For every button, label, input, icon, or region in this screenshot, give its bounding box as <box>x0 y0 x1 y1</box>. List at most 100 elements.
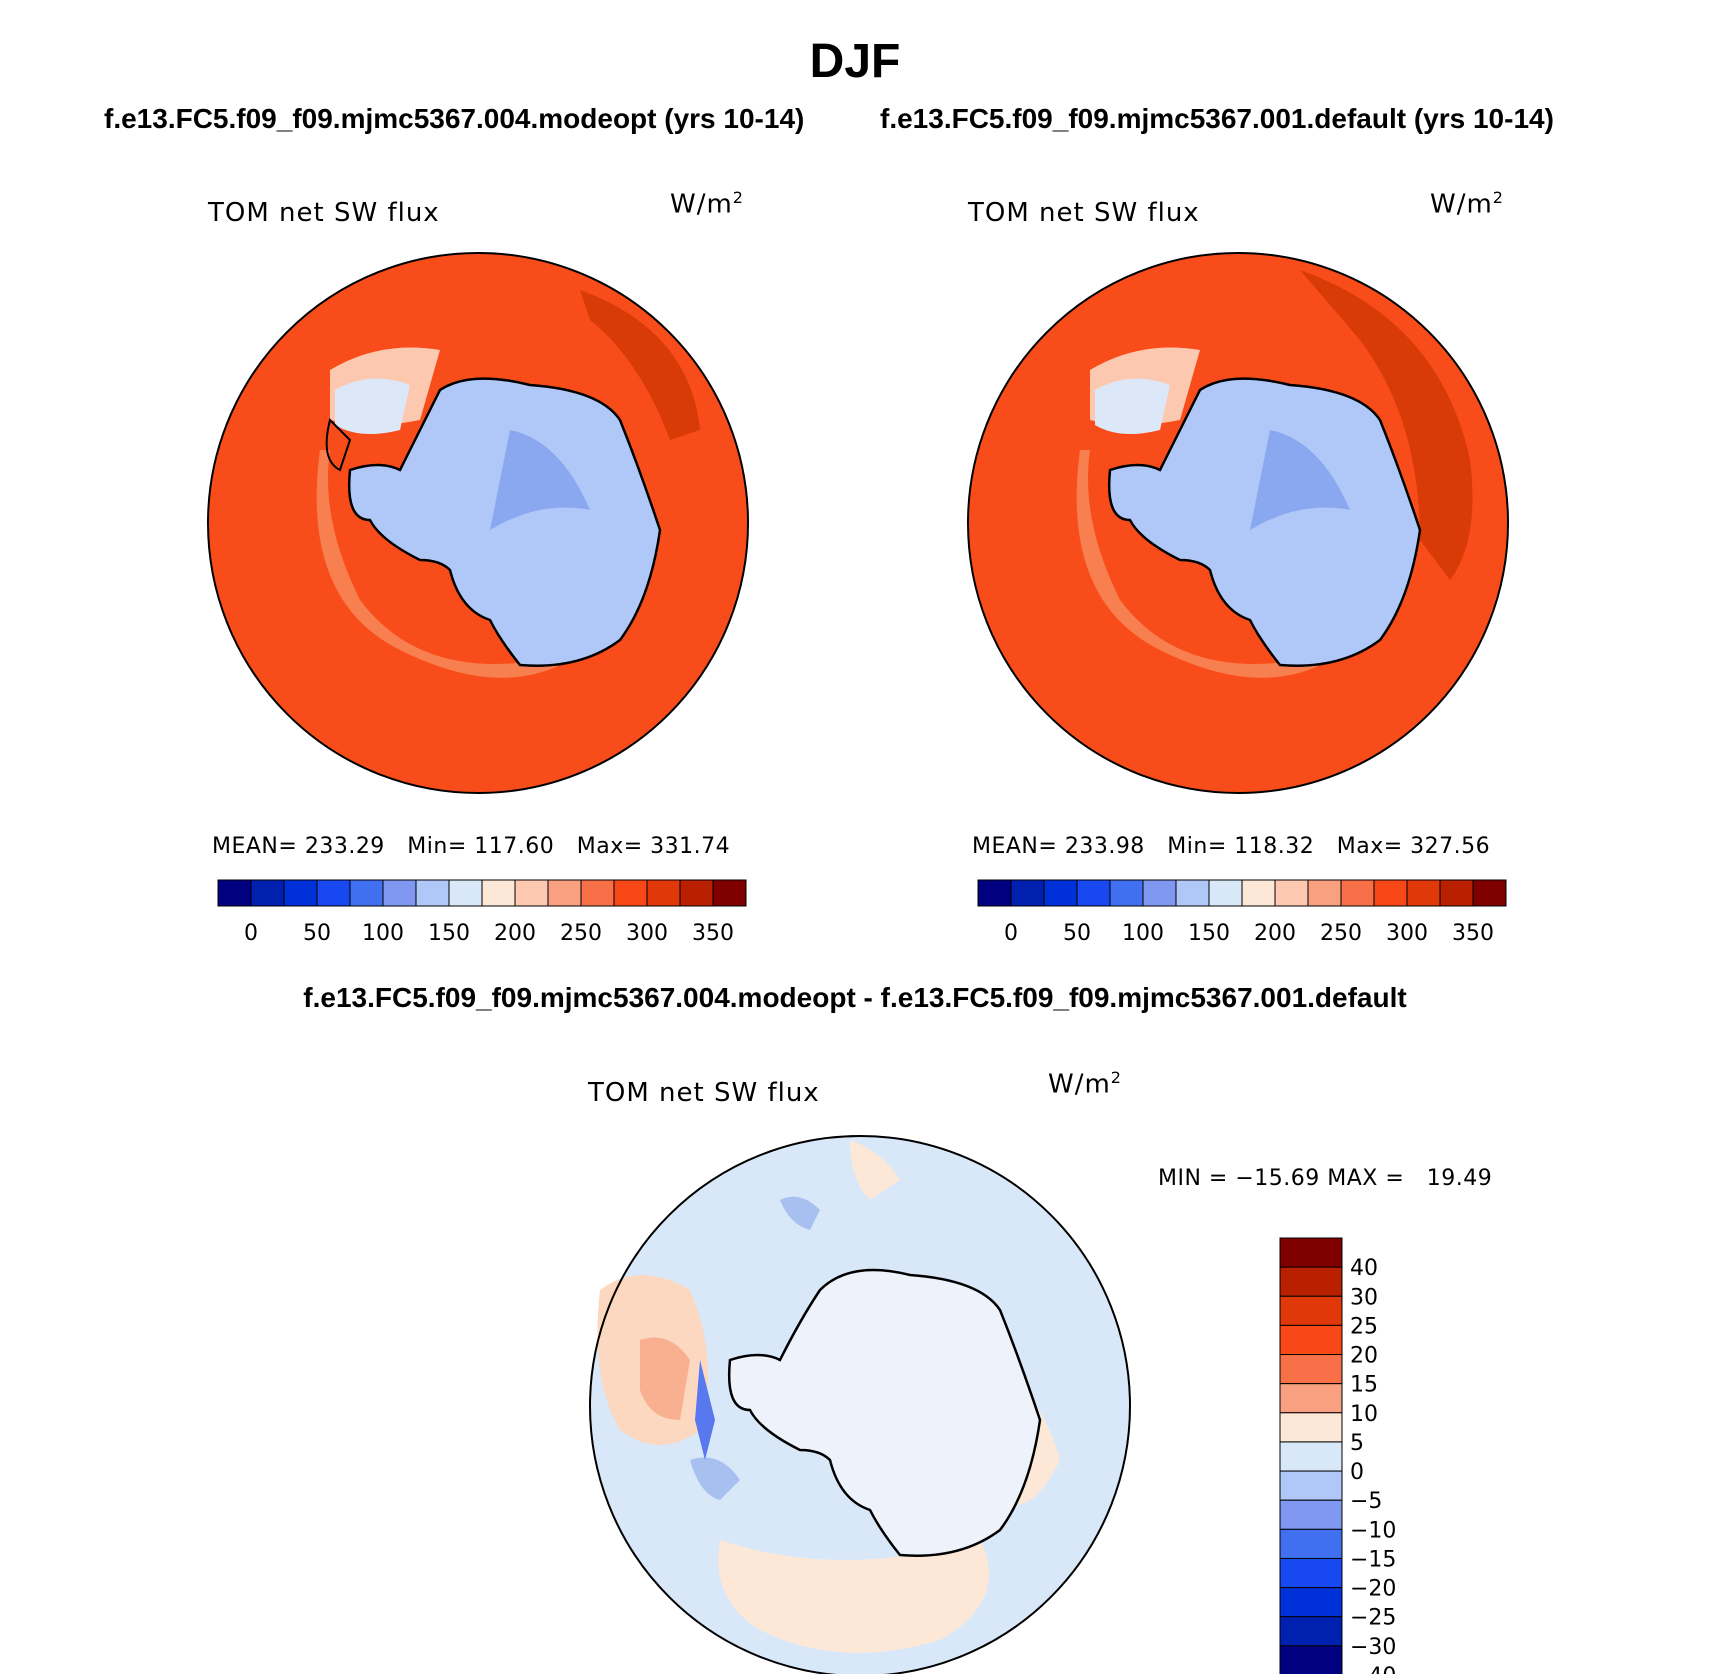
colorbar-left: 0 50 100 150 200 250 300 350 <box>217 879 747 946</box>
colorbar-tick-label: 25 <box>1350 1314 1378 1339</box>
colorbar-swatch <box>448 879 483 907</box>
colorbar-swatch <box>1439 879 1474 907</box>
colorbar-tick-label: 250 <box>560 921 602 946</box>
colorbar-swatch <box>1279 1470 1343 1501</box>
colorbar-tick-label: −10 <box>1350 1518 1396 1543</box>
colorbar-swatch <box>977 879 1012 907</box>
colorbar-swatch <box>547 879 582 907</box>
diff-case-title: f.e13.FC5.f09_f09.mjmc5367.004.modeopt -… <box>303 982 1407 1013</box>
plot-title-left: TOM net SW flux <box>208 198 440 228</box>
colorbar-tick-label: 350 <box>692 921 734 946</box>
case-title-left: f.e13.FC5.f09_f09.mjmc5367.004.modeopt (… <box>104 103 805 134</box>
colorbar-tick-label: 200 <box>1254 921 1296 946</box>
colorbar-swatch <box>1307 879 1342 907</box>
colorbar-swatch <box>646 879 681 907</box>
colorbar-swatch <box>382 879 417 907</box>
map-left <box>207 252 749 794</box>
colorbar-tick-label: −25 <box>1350 1606 1396 1631</box>
colorbar-swatch <box>1241 879 1276 907</box>
colorbar-tick-label: 100 <box>362 921 404 946</box>
colorbar-swatch <box>1175 879 1210 907</box>
colorbar-tick-label: 200 <box>494 921 536 946</box>
colorbar-swatch <box>481 879 516 907</box>
map-right <box>967 252 1509 794</box>
colorbar-swatch <box>1208 879 1243 907</box>
colorbar-swatch <box>1279 1295 1343 1326</box>
units-right: W/m2 <box>1430 188 1504 220</box>
antarctica-right <box>1108 377 1422 667</box>
colorbar-tick-label: 300 <box>626 921 668 946</box>
colorbar-tick-label: 300 <box>1386 921 1428 946</box>
colorbar-swatch <box>1274 879 1309 907</box>
colorbar-tick-label: −20 <box>1350 1577 1396 1602</box>
colorbar-swatch <box>514 879 549 907</box>
colorbar-tick-label: 30 <box>1350 1285 1378 1310</box>
plot-title-right: TOM net SW flux <box>968 198 1200 228</box>
colorbar-swatch <box>349 879 384 907</box>
colorbar-tick-label: 0 <box>1004 921 1018 946</box>
colorbar-swatch <box>1279 1354 1343 1385</box>
colorbar-swatch <box>1279 1616 1343 1647</box>
antarctica-left <box>348 377 662 667</box>
colorbar-tick-label: 10 <box>1350 1402 1378 1427</box>
colorbar-tick-label: −5 <box>1350 1489 1382 1514</box>
stats-right: MEAN= 233.98 Min= 118.32 Max= 327.56 <box>972 834 1491 859</box>
main-title: DJF <box>809 35 901 88</box>
colorbar-tick-label: −30 <box>1350 1635 1396 1660</box>
colorbar-swatch <box>1279 1237 1343 1268</box>
colorbar-tick-label: 0 <box>1350 1460 1364 1485</box>
diff-minmax: MIN = −15.69 MAX = 19.49 <box>1158 1166 1493 1191</box>
colorbar-right: 0 50 100 150 200 250 300 350 <box>977 879 1507 946</box>
colorbar-swatch <box>679 879 714 907</box>
plot-title-diff: TOM net SW flux <box>588 1078 820 1108</box>
colorbar-swatch <box>1472 879 1507 907</box>
colorbar-swatch <box>1406 879 1441 907</box>
colorbar-swatch <box>1279 1528 1343 1559</box>
colorbar-swatch <box>1279 1324 1343 1356</box>
colorbar-swatch <box>316 879 351 907</box>
colorbar-swatch <box>1076 879 1111 907</box>
colorbar-tick-label: 40 <box>1350 1256 1378 1281</box>
colorbar-swatch <box>1279 1266 1343 1297</box>
colorbar-tick-label: 150 <box>428 921 470 946</box>
map-diff <box>589 1135 1131 1674</box>
colorbar-swatch <box>1279 1587 1343 1618</box>
colorbar-tick-label: 5 <box>1350 1431 1364 1456</box>
colorbar-tick-label: 50 <box>303 921 331 946</box>
colorbar-tick-label: 250 <box>1320 921 1362 946</box>
colorbar-swatch <box>283 879 318 907</box>
colorbar-swatch <box>1109 879 1144 907</box>
colorbar-swatch <box>580 879 615 907</box>
units-diff: W/m2 <box>1048 1068 1122 1100</box>
case-title-right: f.e13.FC5.f09_f09.mjmc5367.001.default (… <box>880 103 1554 134</box>
colorbar-swatch <box>712 879 747 907</box>
colorbar-swatch <box>1142 879 1177 907</box>
colorbar-swatch <box>1279 1383 1343 1414</box>
colorbar-swatch <box>613 879 648 907</box>
colorbar-swatch <box>1279 1499 1343 1530</box>
colorbar-swatch <box>1279 1557 1343 1589</box>
colorbar-tick-label: 20 <box>1350 1344 1378 1369</box>
colorbar-tick-label: 50 <box>1063 921 1091 946</box>
colorbar-swatch <box>1043 879 1078 907</box>
colorbar-tick-label: 0 <box>244 921 258 946</box>
colorbar-swatch <box>250 879 285 907</box>
units-left: W/m2 <box>670 188 744 220</box>
colorbar-swatch <box>415 879 450 907</box>
colorbar-diff: 40 30 25 20 15 10 5 0 −5 −10 −15 −20 −25 −30 −40 <box>1279 1237 1396 1674</box>
colorbar-tick-label: 350 <box>1452 921 1494 946</box>
colorbar-tick-label: −40 <box>1350 1664 1396 1674</box>
colorbar-swatch <box>1340 879 1375 907</box>
colorbar-tick-label: 100 <box>1122 921 1164 946</box>
colorbar-tick-label: 150 <box>1188 921 1230 946</box>
colorbar-swatch <box>217 879 252 907</box>
antarctica-diff <box>728 1268 1042 1557</box>
colorbar-swatch <box>1279 1645 1343 1674</box>
colorbar-tick-label: −15 <box>1350 1547 1396 1572</box>
colorbar-tick-label: 15 <box>1350 1373 1378 1398</box>
colorbar-swatch <box>1279 1441 1343 1472</box>
colorbar-swatch <box>1279 1412 1343 1443</box>
colorbar-swatch <box>1010 879 1045 907</box>
stats-left: MEAN= 233.29 Min= 117.60 Max= 331.74 <box>212 834 731 859</box>
